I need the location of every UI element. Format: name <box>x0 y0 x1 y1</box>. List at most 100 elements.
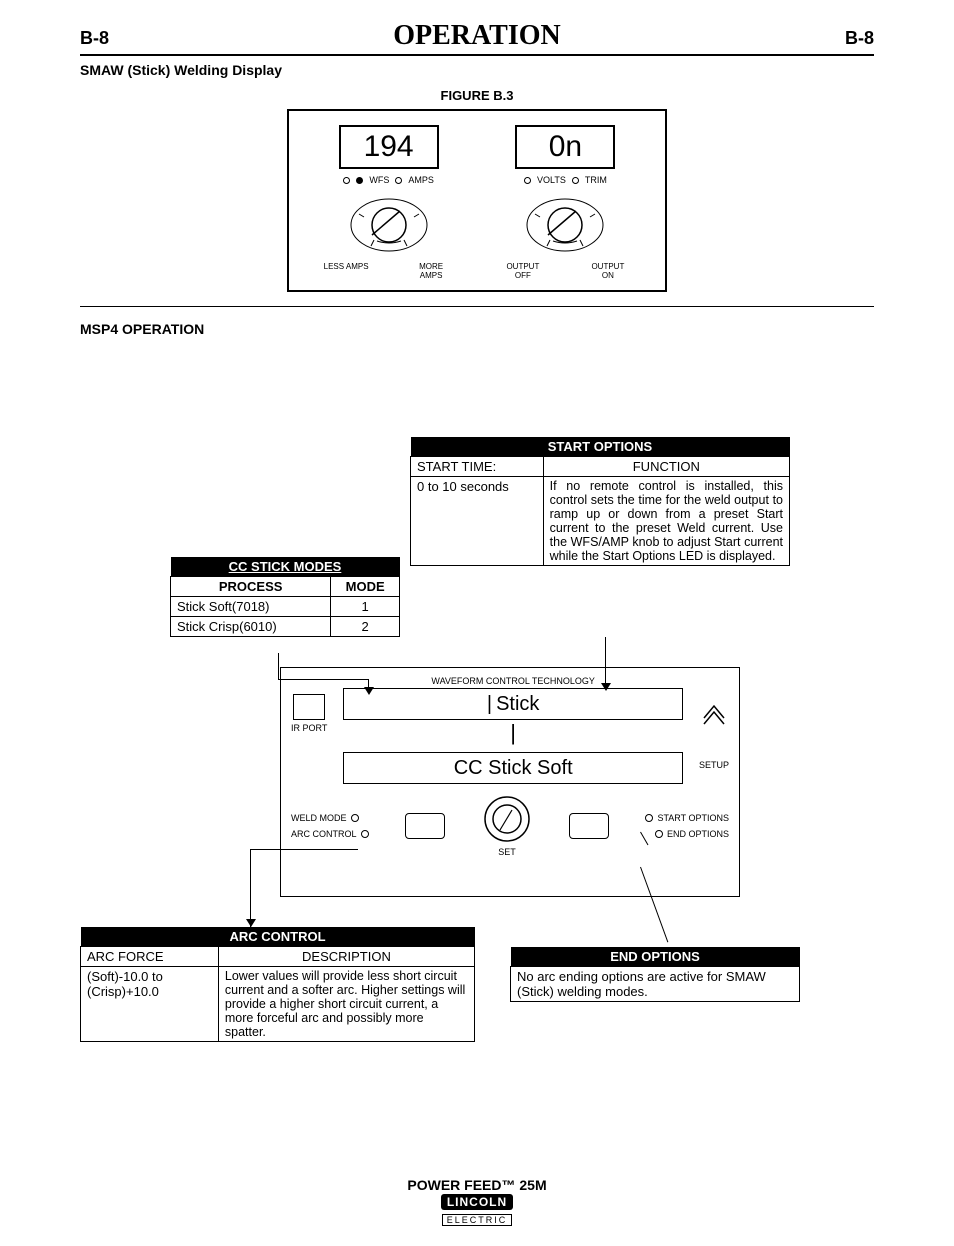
page-footer: POWER FEED™ 25M LINCOLN ELECTRIC <box>80 1177 874 1226</box>
start-options-table: START OPTIONS START TIME: FUNCTION 0 to … <box>410 437 790 566</box>
knob-left <box>344 195 434 258</box>
arc-control-table: ARC CONTROL ARC FORCE DESCRIPTION (Soft)… <box>80 927 475 1042</box>
footer-product: POWER FEED™ 25M <box>80 1177 874 1193</box>
label: START OPTIONS <box>657 813 729 823</box>
cell: No arc ending options are active for SMA… <box>511 967 800 1002</box>
left-side-labels: WELD MODE ARC CONTROL <box>291 813 369 839</box>
led-label: TRIM <box>585 175 607 185</box>
setup-label: SETUP <box>699 760 729 770</box>
ir-port-label: IR PORT <box>291 723 327 733</box>
knob-label: OUTPUT OFF <box>500 262 545 280</box>
ir-port-box <box>293 694 325 720</box>
cell: Stick Crisp(6010) <box>171 617 331 637</box>
connector-line <box>250 849 358 850</box>
lcd-right: 0n <box>515 125 615 169</box>
setup-col: SETUP <box>699 704 729 770</box>
table-title: START OPTIONS <box>411 437 790 457</box>
led-icon <box>343 177 350 184</box>
label: END OPTIONS <box>667 829 729 839</box>
knob-icon <box>344 195 434 255</box>
display-text: Stick <box>496 693 539 716</box>
cell: (Soft)-10.0 to (Crisp)+10.0 <box>81 967 219 1042</box>
display-panel: 194 WFS AMPS LESS AMPS MORE AMPS 0n VO <box>287 109 667 292</box>
led-icon <box>655 830 663 838</box>
brand-badge: LINCOLN <box>441 1194 513 1210</box>
leds-right: VOLTS TRIM <box>524 175 607 185</box>
table-title: CC STICK MODES <box>171 557 400 577</box>
led-icon <box>645 814 653 822</box>
msp4-diagram: CC STICK MODES PROCESS MODE Stick Soft(7… <box>80 337 874 1157</box>
knob-label: LESS AMPS <box>324 262 369 280</box>
label: WELD MODE <box>291 813 347 823</box>
connector-line <box>278 653 279 679</box>
led-icon <box>361 830 369 838</box>
panel-right-col: 0n VOLTS TRIM OUTPUT OFF OUTPUT ON <box>484 125 647 280</box>
col-header: DESCRIPTION <box>218 947 474 967</box>
col-header: PROCESS <box>171 577 331 597</box>
setup-arrows-icon <box>700 704 728 744</box>
weld-mode-row: WELD MODE <box>291 813 369 823</box>
table-row: (Soft)-10.0 to (Crisp)+10.0 Lower values… <box>81 967 475 1042</box>
led-icon <box>524 177 531 184</box>
col-header: MODE <box>331 577 400 597</box>
arc-control-row: ARC CONTROL <box>291 829 369 839</box>
table-title: ARC CONTROL <box>81 927 475 947</box>
page-header: B-8 OPERATION B-8 <box>80 20 874 56</box>
cell: 0 to 10 seconds <box>411 477 544 566</box>
wct-caption: WAVEFORM CONTROL TECHNOLOGY <box>343 676 683 686</box>
right-side-labels: START OPTIONS END OPTIONS <box>645 813 729 839</box>
led-icon <box>572 177 579 184</box>
page-title: OPERATION <box>393 20 561 52</box>
table-row: Stick Crisp(6010) 2 <box>171 617 400 637</box>
ir-port: IR PORT <box>291 694 327 733</box>
figure-caption: FIGURE B.3 <box>80 88 874 103</box>
knob-right <box>520 195 610 258</box>
led-icon <box>395 177 402 184</box>
divider <box>80 306 874 307</box>
msp4-heading: MSP4 OPERATION <box>80 321 874 337</box>
panel-left-col: 194 WFS AMPS LESS AMPS MORE AMPS <box>307 125 470 280</box>
smaw-heading: SMAW (Stick) Welding Display <box>80 62 874 78</box>
arrow-down-icon <box>246 919 256 927</box>
cell: Lower values will provide less short cir… <box>218 967 474 1042</box>
led-icon <box>356 177 363 184</box>
led-label: VOLTS <box>537 175 566 185</box>
led-icon <box>351 814 359 822</box>
col-header: ARC FORCE <box>81 947 219 967</box>
table-row: No arc ending options are active for SMA… <box>511 967 800 1002</box>
start-options-row: START OPTIONS <box>645 813 729 823</box>
page-code-left: B-8 <box>80 28 109 49</box>
knob-icon <box>482 794 532 844</box>
device-display-1: | Stick <box>343 688 683 720</box>
connector-line <box>250 849 251 927</box>
knob-right-labels: OUTPUT OFF OUTPUT ON <box>500 262 630 280</box>
knob-label: MORE AMPS <box>409 262 454 280</box>
table-row: 0 to 10 seconds If no remote control is … <box>411 477 790 566</box>
device-bottom-row: WELD MODE ARC CONTROL SET <box>291 794 729 857</box>
knob-icon <box>520 195 610 255</box>
end-options-row: END OPTIONS <box>645 829 729 839</box>
end-options-table: END OPTIONS No arc ending options are ac… <box>510 947 800 1002</box>
col-header: START TIME: <box>411 457 544 477</box>
device-top-row: IR PORT WAVEFORM CONTROL TECHNOLOGY | St… <box>291 676 729 784</box>
knob-left-labels: LESS AMPS MORE AMPS <box>324 262 454 280</box>
col-header: FUNCTION <box>543 457 789 477</box>
cell: Stick Soft(7018) <box>171 597 331 617</box>
center-knob: SET <box>482 794 532 857</box>
cell: If no remote control is installed, this … <box>543 477 789 566</box>
label: ARC CONTROL <box>291 829 357 839</box>
leds-left: WFS AMPS <box>343 175 434 185</box>
cc-stick-modes-table: CC STICK MODES PROCESS MODE Stick Soft(7… <box>170 557 400 637</box>
set-label: SET <box>498 847 516 857</box>
brand-sub: ELECTRIC <box>442 1214 513 1226</box>
cell: 1 <box>331 597 400 617</box>
lcd-left: 194 <box>339 125 439 169</box>
led-label: WFS <box>369 175 389 185</box>
device-display-2: CC Stick Soft <box>343 752 683 784</box>
page-code-right: B-8 <box>845 28 874 49</box>
led-label: AMPS <box>408 175 434 185</box>
device-button-right <box>569 813 609 839</box>
knob-label: OUTPUT ON <box>585 262 630 280</box>
cell: 2 <box>331 617 400 637</box>
msp4-device: IR PORT WAVEFORM CONTROL TECHNOLOGY | St… <box>280 667 740 897</box>
